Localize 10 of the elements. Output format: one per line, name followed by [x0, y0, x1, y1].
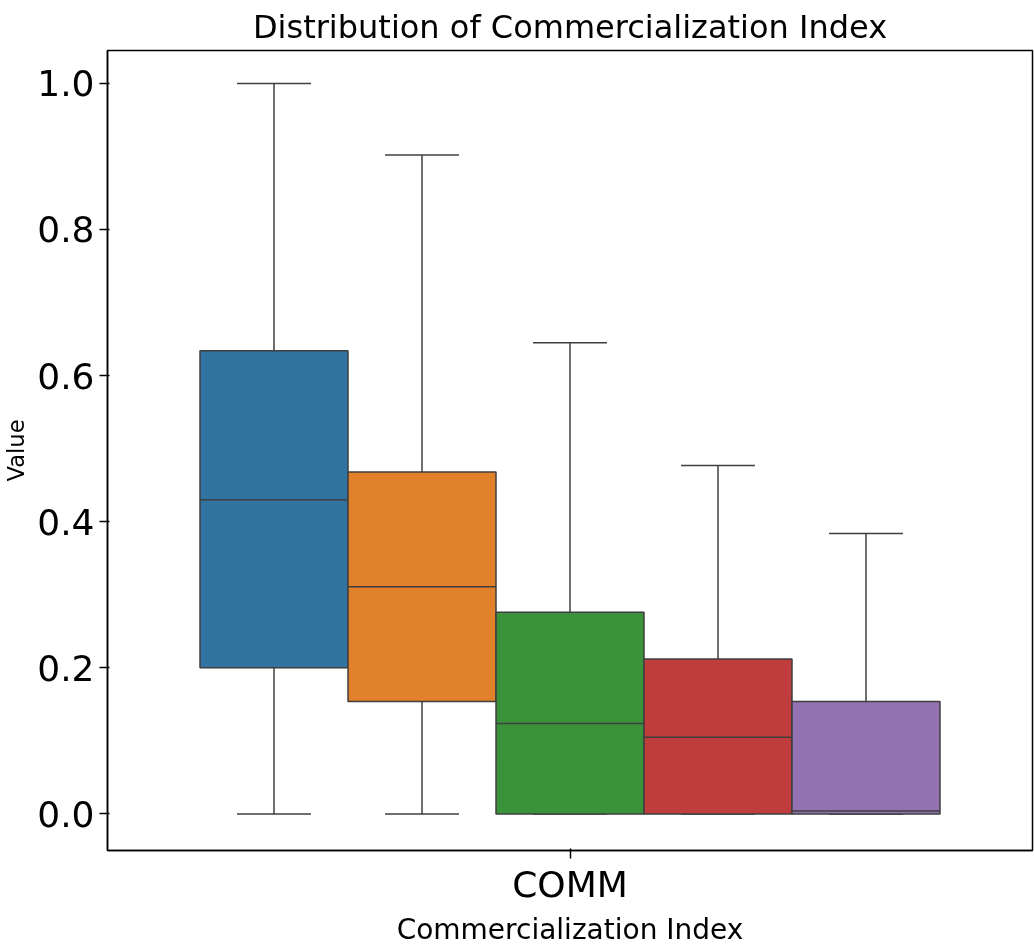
y-tick-label: 1.0 — [37, 63, 95, 105]
x-tick-label: COMM — [512, 863, 628, 905]
y-tick-label: 0.2 — [37, 647, 95, 689]
x-axis-title: Commercialization Index — [396, 912, 744, 946]
chart-title: Distribution of Commercialization Index — [252, 7, 888, 46]
y-tick-label: 0.8 — [37, 209, 95, 251]
y-tick-label: 0.6 — [37, 355, 95, 397]
y-tick-label: 0.0 — [37, 793, 95, 835]
y-tick-label: 0.4 — [37, 501, 95, 543]
y-axis-title: Value — [3, 419, 30, 482]
